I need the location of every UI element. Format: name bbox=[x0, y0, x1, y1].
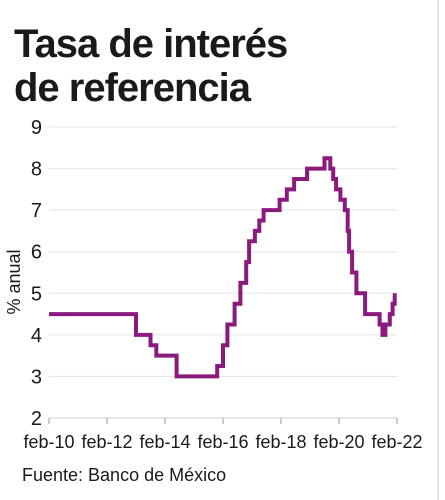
chart-title-line-2: de referencia bbox=[14, 66, 251, 110]
x-tick-labels: feb-10 feb-12 feb-14 feb-16 feb-18 feb-20 feb-… bbox=[23, 418, 423, 452]
y-tick-label-4: 4 bbox=[31, 325, 42, 347]
y-tick-label-5: 5 bbox=[31, 283, 42, 305]
y-tick-labels: 2 3 4 5 6 7 8 9 bbox=[31, 117, 42, 430]
y-tick-label-7: 7 bbox=[31, 200, 42, 222]
series-layer bbox=[48, 156, 397, 379]
x-tick-label-feb-22: feb-22 bbox=[371, 432, 422, 452]
panel-edge-divider bbox=[437, 0, 439, 500]
x-tick-label-feb-10: feb-10 bbox=[23, 432, 74, 452]
x-tick-label-feb-16: feb-16 bbox=[197, 432, 248, 452]
x-tick-label-feb-12: feb-12 bbox=[81, 432, 132, 452]
x-tick-label-feb-14: feb-14 bbox=[139, 432, 190, 452]
y-tick-label-2: 2 bbox=[31, 408, 42, 430]
chart-title-line-1: Tasa de interés bbox=[14, 22, 288, 66]
y-tick-label-8: 8 bbox=[31, 159, 42, 181]
grid-lines bbox=[49, 126, 397, 419]
source-note: Fuente: Banco de México bbox=[22, 465, 227, 485]
y-tick-label-6: 6 bbox=[31, 242, 42, 264]
y-tick-label-3: 3 bbox=[31, 366, 42, 388]
y-axis-label: % anual bbox=[4, 249, 24, 314]
x-tick-label-feb-20: feb-20 bbox=[313, 432, 364, 452]
y-tick-label-9: 9 bbox=[31, 117, 42, 139]
x-tick-label-feb-18: feb-18 bbox=[255, 432, 306, 452]
chart-title: Tasa de interés de referencia bbox=[14, 22, 288, 110]
series-line-0 bbox=[49, 156, 397, 379]
